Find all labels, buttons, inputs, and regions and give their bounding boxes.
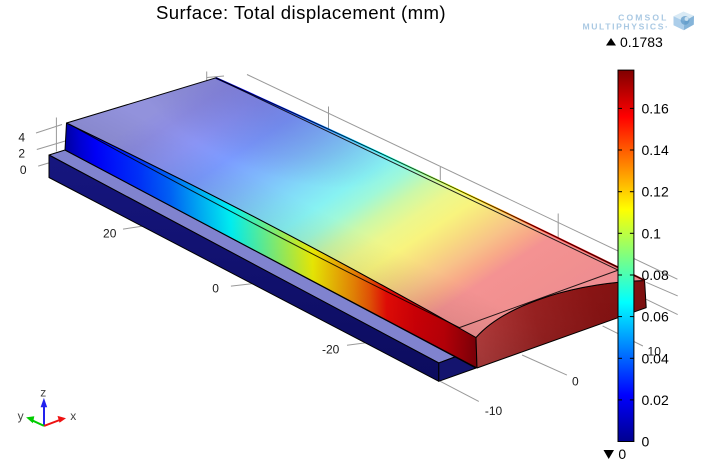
svg-text:z: z — [40, 386, 46, 400]
svg-text:0.04: 0.04 — [642, 350, 669, 366]
svg-text:y: y — [18, 409, 24, 423]
svg-text:0.1: 0.1 — [642, 225, 662, 241]
svg-text:0: 0 — [572, 375, 579, 389]
svg-text:MULTIPHYSICS·: MULTIPHYSICS· — [582, 22, 669, 32]
svg-text:-10: -10 — [485, 404, 503, 418]
svg-text:0.06: 0.06 — [642, 309, 669, 325]
svg-text:x: x — [70, 409, 76, 423]
svg-text:20: 20 — [103, 227, 117, 241]
svg-text:0.12: 0.12 — [642, 184, 669, 200]
svg-text:4: 4 — [18, 131, 25, 145]
svg-text:COMSOL: COMSOL — [618, 13, 668, 23]
svg-text:Surface: Total displacement (m: Surface: Total displacement (mm) — [156, 2, 446, 23]
svg-text:0.02: 0.02 — [642, 392, 669, 408]
svg-text:0: 0 — [642, 434, 650, 450]
svg-text:10: 10 — [648, 345, 662, 359]
svg-text:0: 0 — [212, 282, 219, 296]
svg-text:0.1783: 0.1783 — [620, 34, 663, 50]
svg-text:0: 0 — [618, 446, 626, 462]
svg-text:0.08: 0.08 — [642, 267, 669, 283]
svg-text:0: 0 — [20, 163, 27, 177]
svg-text:-20: -20 — [322, 343, 340, 357]
svg-text:0.16: 0.16 — [642, 100, 669, 116]
svg-text:0.14: 0.14 — [642, 142, 669, 158]
svg-text:2: 2 — [18, 147, 25, 161]
